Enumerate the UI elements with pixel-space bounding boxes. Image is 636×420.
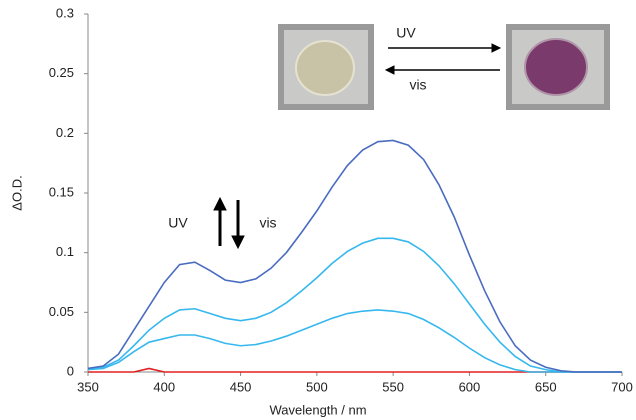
annotation: UV [168, 215, 188, 231]
data-line [87, 309, 622, 373]
y-tick-label: 0.3 [56, 5, 74, 20]
y-tick-label: 0.2 [56, 125, 74, 140]
arrows [213, 43, 502, 250]
data-line [87, 139, 622, 373]
sample-photo-before [278, 24, 374, 110]
annotation: vis [259, 215, 276, 231]
data-line [87, 237, 622, 373]
annotation: UV [396, 25, 416, 41]
x-tick-label: 400 [153, 379, 175, 394]
y-axis-label: ΔO.D. [9, 175, 24, 210]
y-tick-label: 0.25 [49, 65, 74, 80]
x-tick-label: 550 [382, 379, 404, 394]
y-tick-label: 0.1 [56, 244, 74, 259]
x-tick-label: 600 [459, 379, 481, 394]
y-tick-label: 0.05 [49, 304, 74, 319]
y-tick-label: 0 [67, 363, 74, 378]
x-tick-label: 350 [77, 379, 99, 394]
x-axis-label: Wavelength / nm [269, 402, 366, 417]
y-tick-label: 0.15 [49, 184, 74, 199]
x-tick-label: 500 [306, 379, 328, 394]
x-tick-label: 700 [611, 379, 633, 394]
x-tick-label: 650 [535, 379, 557, 394]
sample-photo-after [506, 24, 610, 110]
annotation: vis [409, 77, 426, 93]
x-tick-label: 450 [230, 379, 252, 394]
